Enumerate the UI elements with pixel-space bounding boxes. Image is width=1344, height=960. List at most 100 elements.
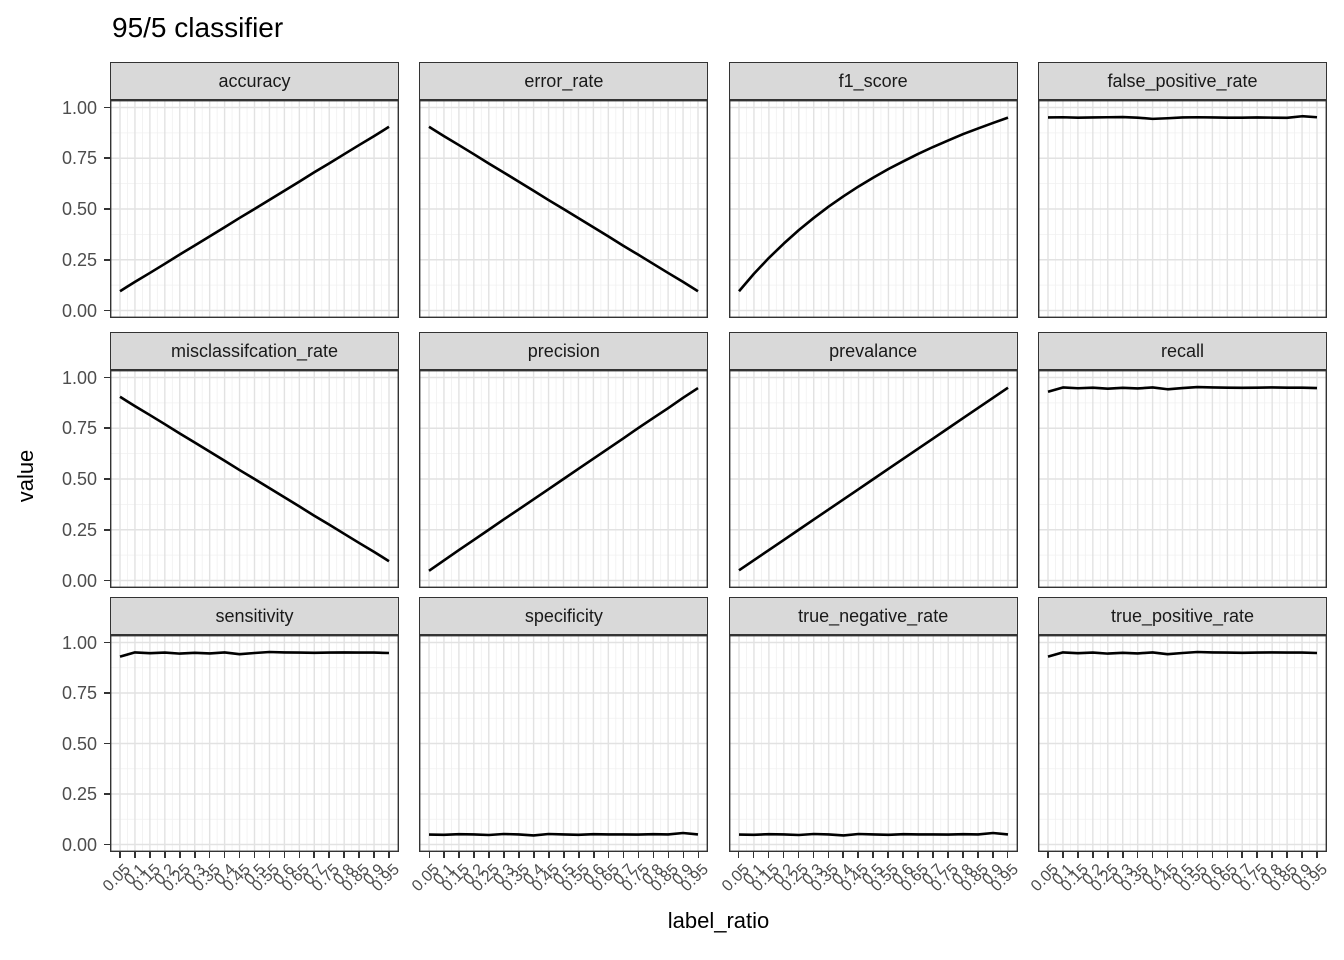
x-axis-tick <box>592 852 595 858</box>
y-axis-tick <box>104 309 110 312</box>
x-axis-tick <box>1226 852 1229 858</box>
x-axis-tick <box>1047 852 1049 858</box>
x-axis-tick <box>991 852 994 858</box>
x-axis-tick <box>682 852 685 858</box>
x-axis-tick <box>268 852 271 858</box>
x-axis-tick <box>1241 852 1244 858</box>
x-axis-tick <box>283 852 286 858</box>
y-tick-label: 0.25 <box>61 784 97 804</box>
facet-panel <box>1038 370 1327 588</box>
y-tick-label: 0.00 <box>61 300 97 321</box>
data-line <box>1047 385 1318 393</box>
y-tick-label: 0.75 <box>61 148 97 169</box>
facet-panel <box>1038 635 1327 852</box>
y-axis-tick <box>104 641 110 644</box>
y-tick-label: 1.00 <box>61 97 97 118</box>
x-axis-tick <box>827 852 830 858</box>
x-axis-tick <box>947 852 949 858</box>
facet-strip: error_rate <box>419 62 709 100</box>
x-axis-tick <box>358 852 360 858</box>
facet-panel <box>110 635 399 852</box>
x-axis-tick <box>1077 852 1079 858</box>
facet-strip: sensitivity <box>110 597 399 635</box>
facet-panel <box>419 370 709 588</box>
x-axis-tick <box>1301 852 1303 858</box>
data-line <box>429 831 699 837</box>
x-axis-tick <box>607 852 610 858</box>
panel-border <box>419 635 709 852</box>
data-line <box>119 125 390 293</box>
x-axis-tick <box>932 852 934 858</box>
facet-panel <box>110 370 399 588</box>
x-axis-tick <box>1006 852 1009 858</box>
x-axis-tick <box>343 852 345 858</box>
panel-border <box>728 635 1018 852</box>
y-tick-label: 0.75 <box>61 683 97 703</box>
data-line <box>428 386 700 572</box>
facet-strip: prevalance <box>728 332 1018 370</box>
facet-strip-label: specificity <box>524 605 603 626</box>
facet-strip: accuracy <box>110 62 399 100</box>
x-axis-tick <box>1196 852 1199 858</box>
y-axis-tick <box>104 208 110 210</box>
facet-strip: specificity <box>419 597 709 635</box>
y-tick-label: 0.25 <box>61 249 97 270</box>
x-axis-tick <box>752 852 755 858</box>
panel-border <box>1038 370 1327 588</box>
facet-strip-label: recall <box>1160 340 1204 361</box>
y-axis-tick <box>104 427 110 430</box>
data-line <box>428 125 700 293</box>
x-axis-tick <box>1136 852 1139 858</box>
facet-strip: false_positive_rate <box>1038 62 1327 100</box>
panel-border <box>419 100 709 318</box>
y-tick-label: 0.50 <box>61 469 97 489</box>
y-tick-label: 0.50 <box>61 199 97 219</box>
x-axis-tick <box>488 852 490 858</box>
panel-border <box>1038 635 1327 852</box>
facet-strip: true_positive_rate <box>1038 597 1327 635</box>
x-axis-tick <box>373 852 375 858</box>
x-axis-tick <box>1062 852 1064 858</box>
panel-border <box>110 370 399 588</box>
x-axis-tick <box>1166 852 1169 858</box>
x-axis-tick <box>1271 852 1273 858</box>
x-axis-tick <box>313 852 316 858</box>
x-axis-tick <box>637 852 640 858</box>
facet-panel <box>419 100 709 318</box>
panel-border <box>728 370 1018 588</box>
x-axis-tick <box>223 852 226 858</box>
x-axis-tick <box>577 852 580 858</box>
x-axis-tick <box>298 852 301 858</box>
x-axis-tick <box>697 852 700 858</box>
data-line <box>1047 114 1318 121</box>
y-axis-title: value <box>13 449 38 503</box>
x-axis-tick <box>737 852 740 858</box>
y-axis-tick <box>104 793 110 795</box>
plot-title: 95/5 classifier <box>112 12 284 43</box>
y-axis-tick <box>104 478 110 480</box>
x-axis-tick <box>164 852 166 858</box>
x-axis-tick <box>1092 852 1094 858</box>
x-axis-tick <box>253 852 256 858</box>
y-axis-tick <box>104 528 110 531</box>
x-axis-tick <box>1151 852 1154 858</box>
x-axis-tick <box>443 852 446 858</box>
x-axis-tick <box>473 852 475 858</box>
x-axis-tick <box>518 852 520 858</box>
y-axis-tick <box>104 692 110 694</box>
x-axis-tick <box>622 852 625 858</box>
y-axis-tick <box>104 742 110 745</box>
facet-strip-label: precision <box>527 340 600 361</box>
x-axis-tick <box>1286 852 1288 858</box>
x-axis-tick <box>388 852 390 858</box>
x-axis-tick <box>533 852 535 858</box>
x-axis-tick <box>238 852 241 858</box>
y-tick-label: 0.50 <box>61 733 97 754</box>
x-axis-tick <box>1316 852 1318 858</box>
x-axis-tick <box>1211 852 1214 858</box>
panel-border <box>1038 100 1327 318</box>
x-axis-tick <box>178 852 181 858</box>
y-axis-tick <box>104 579 110 582</box>
facet-strip: recall <box>1038 332 1327 370</box>
